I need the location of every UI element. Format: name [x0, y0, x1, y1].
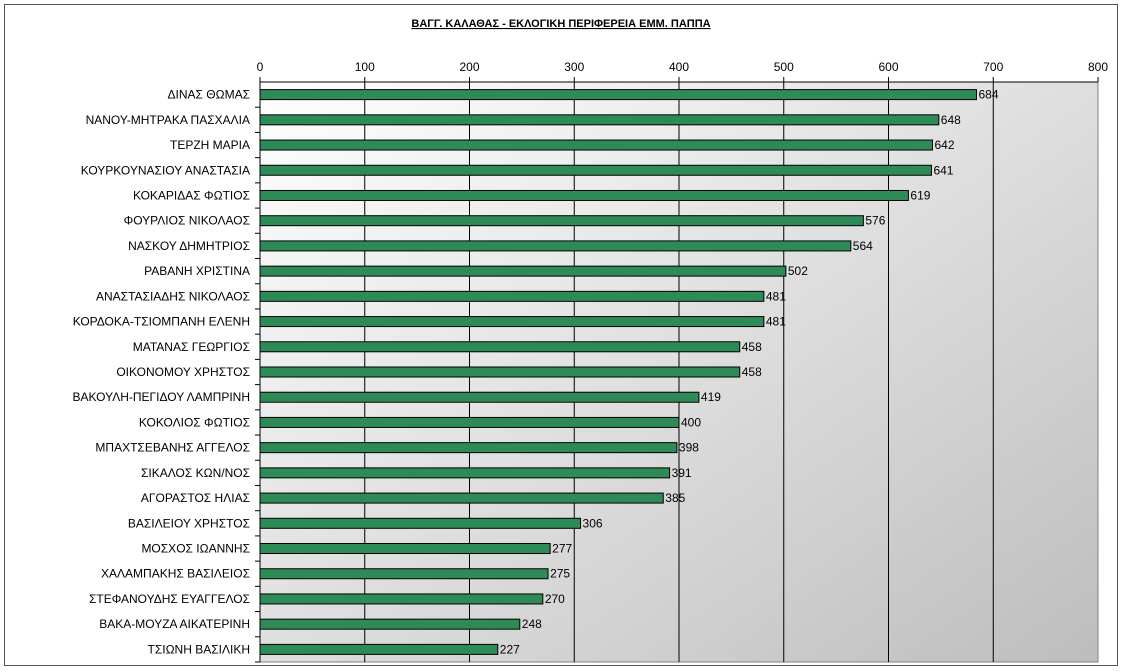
data-label: 641	[933, 163, 953, 177]
bar	[259, 164, 932, 176]
bar	[259, 618, 521, 630]
bar	[259, 593, 544, 605]
category-label: ΦΟΥΡΛΙΟΣ ΝΙΚΟΛΑΟΣ	[124, 214, 250, 228]
category-label: ΡΑΒΑΝΗ ΧΡΙΣΤΙΝΑ	[144, 264, 250, 278]
category-label: ΤΣΙΩΝΗ ΒΑΣΙΛΙΚΗ	[148, 642, 251, 656]
bar	[259, 467, 671, 479]
category-label: ΑΝΑΣΤΑΣΙΑΔΗΣ ΝΙΚΟΛΑΟΣ	[96, 289, 250, 303]
category-label: ΜΟΣΧΟΣ ΙΩΑΝΝΗΣ	[141, 542, 250, 556]
bar	[259, 416, 680, 428]
data-label: 419	[701, 390, 721, 404]
data-label: 648	[941, 113, 961, 127]
data-label: 400	[681, 415, 701, 429]
category-labels: ΔΙΝΑΣ ΘΩΜΑΣ ΝΑΝΟΥ-ΜΗΤΡΑΚΑ ΠΑΣΧΑΛΙΑ ΤΕΡΖΗ Μ…	[72, 88, 250, 657]
tick-label: 800	[1088, 60, 1108, 74]
data-label: 564	[853, 239, 873, 253]
category-label: ΔΙΝΑΣ ΘΩΜΑΣ	[168, 88, 251, 102]
data-label: 684	[978, 88, 998, 102]
x-axis-ticks: 0 100 200 300 400 500 600 700 800	[257, 60, 1108, 662]
category-label: ΣΙΚΑΛΟΣ ΚΩΝ/ΝΟΣ	[141, 466, 250, 480]
gridlines	[364, 82, 994, 662]
bar	[259, 341, 741, 353]
bar	[259, 517, 582, 529]
bar	[259, 568, 549, 580]
bar	[259, 215, 864, 227]
data-labels: 6846486426416195765645024814814584584194…	[500, 88, 999, 657]
category-label: ΣΤΕΦΑΝΟΥΔΗΣ ΕΥΑΓΓΕΛΟΣ	[89, 592, 250, 606]
data-label: 248	[522, 617, 542, 631]
bar	[259, 240, 852, 252]
chart-frame: ΒΑΓΓ. ΚΑΛΑΘΑΣ - ΕΚΛΟΓΙΚΗ ΠΕΡΙΦΕΡΕΙΑ ΕΜΜ.…	[4, 4, 1118, 666]
bar	[259, 114, 940, 126]
category-label: ΚΟΥΡΚΟΥΝΑΣΙΟΥ ΑΝΑΣΤΑΣΙΑ	[81, 163, 250, 177]
tick-label: 300	[564, 60, 584, 74]
bar	[259, 366, 741, 378]
tick-label: 100	[355, 60, 375, 74]
category-label: ΤΕΡΖΗ ΜΑΡΙΑ	[170, 138, 250, 152]
tick-label: 400	[669, 60, 689, 74]
data-label: 619	[910, 188, 930, 202]
data-label: 391	[672, 466, 692, 480]
data-label: 642	[934, 138, 954, 152]
chart-title: ΒΑΓΓ. ΚΑΛΑΘΑΣ - ΕΚΛΟΓΙΚΗ ΠΕΡΙΦΕΡΕΙΑ ΕΜΜ.…	[411, 18, 710, 30]
bar	[259, 316, 765, 328]
data-label: 398	[679, 441, 699, 455]
category-label: ΒΑΚΑ-ΜΟΥΖΑ ΑΙΚΑΤΕΡΙΝΗ	[99, 617, 250, 631]
bar	[259, 543, 551, 555]
bar	[259, 643, 499, 655]
data-label: 502	[788, 264, 808, 278]
data-label: 385	[665, 491, 685, 505]
data-label: 481	[766, 289, 786, 303]
data-label: 576	[865, 214, 885, 228]
bar	[259, 290, 765, 302]
bar	[259, 189, 909, 201]
category-label: ΑΓΟΡΑΣΤΟΣ ΗΛΙΑΣ	[141, 491, 250, 505]
tick-label: 500	[774, 60, 794, 74]
bar	[259, 89, 977, 101]
data-label: 227	[500, 642, 520, 656]
category-label: ΝΑΣΚΟΥ ΔΗΜΗΤΡΙΟΣ	[128, 239, 250, 253]
data-label: 270	[545, 592, 565, 606]
data-label: 275	[550, 567, 570, 581]
category-label: ΟΙΚΟΝΟΜΟΥ ΧΡΗΣΤΟΣ	[116, 365, 250, 379]
category-label: ΝΑΝΟΥ-ΜΗΤΡΑΚΑ ΠΑΣΧΑΛΙΑ	[86, 113, 250, 127]
tick-label: 700	[983, 60, 1003, 74]
category-label: ΚΟΡΔΟΚΑ-ΤΣΙΟΜΠΑΝΗ ΕΛΕΝΗ	[73, 315, 250, 329]
bars	[255, 89, 977, 663]
data-label: 306	[583, 516, 603, 530]
tick-label: 600	[878, 60, 898, 74]
bar	[259, 442, 678, 454]
bar-chart: ΒΑΓΓ. ΚΑΛΑΘΑΣ - ΕΚΛΟΓΙΚΗ ΠΕΡΙΦΕΡΕΙΑ ΕΜΜ.…	[72, 18, 1108, 663]
category-label: ΜΠΑΧΤΣΕΒΑΝΗΣ ΑΓΓΕΛΟΣ	[95, 441, 250, 455]
bar	[259, 391, 700, 403]
category-label: ΚΟΚΑΡΙΔΑΣ ΦΩΤΙΟΣ	[133, 188, 250, 202]
data-label: 277	[552, 542, 572, 556]
bar	[259, 139, 933, 151]
bar	[259, 265, 787, 277]
tick-label: 0	[257, 60, 264, 74]
data-label: 481	[766, 315, 786, 329]
bar	[259, 492, 664, 504]
category-label: ΧΑΛΑΜΠΑΚΗΣ ΒΑΣΙΛΕΙΟΣ	[101, 567, 250, 581]
category-label: ΚΟΚΟΛΙΟΣ ΦΩΤΙΟΣ	[139, 415, 250, 429]
tick-label: 200	[459, 60, 479, 74]
category-label: ΜΑΤΑΝΑΣ ΓΕΩΡΓΙΟΣ	[133, 340, 250, 354]
data-label: 458	[742, 365, 762, 379]
data-label: 458	[742, 340, 762, 354]
category-label: ΒΑΚΟΥΛΗ-ΠΕΓΙΔΟΥ ΛΑΜΠΡΙΝΗ	[72, 390, 250, 404]
category-label: ΒΑΣΙΛΕΙΟΥ ΧΡΗΣΤΟΣ	[128, 516, 250, 530]
